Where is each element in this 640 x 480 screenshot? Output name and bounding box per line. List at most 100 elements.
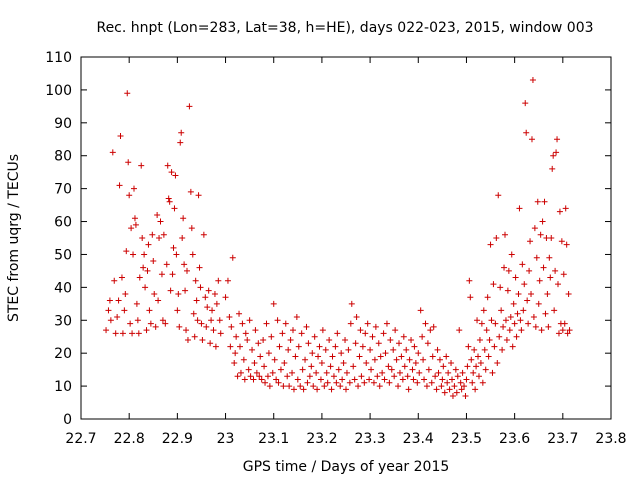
data-point [216, 317, 223, 324]
data-point [489, 369, 496, 376]
data-point [270, 300, 277, 307]
data-point [131, 185, 137, 192]
data-point [196, 264, 203, 271]
data-point [130, 251, 137, 258]
data-point [285, 346, 292, 353]
data-point [315, 353, 322, 360]
data-point [324, 379, 331, 386]
data-point [326, 337, 333, 344]
data-point [327, 363, 334, 370]
data-point [310, 383, 317, 390]
data-point [347, 320, 354, 327]
data-point [329, 353, 336, 360]
data-point [184, 337, 191, 344]
data-point [466, 277, 473, 284]
data-point [359, 343, 366, 350]
data-point [508, 251, 515, 258]
data-point [553, 149, 560, 156]
data-point [551, 307, 558, 314]
data-point [146, 307, 153, 314]
data-point [339, 376, 346, 383]
data-point [411, 343, 418, 350]
data-point [528, 136, 535, 143]
data-point [514, 310, 521, 317]
data-point [297, 383, 304, 390]
data-point [488, 317, 495, 324]
data-point [369, 333, 376, 340]
x-tick-label: 22.7 [65, 431, 96, 447]
data-point [511, 320, 518, 327]
data-point [562, 205, 569, 212]
data-point [477, 360, 484, 367]
data-point [145, 241, 152, 248]
data-point [229, 254, 236, 261]
data-point [480, 307, 487, 314]
data-point [440, 363, 447, 370]
data-point [280, 383, 287, 390]
data-point [234, 373, 241, 380]
data-point [115, 297, 122, 304]
data-point [499, 346, 506, 353]
data-point [453, 389, 460, 396]
data-point [279, 330, 286, 337]
data-point [531, 225, 538, 232]
data-point [239, 320, 246, 327]
data-point [548, 235, 555, 241]
data-point [265, 350, 272, 357]
data-point [260, 337, 267, 344]
y-axis: 0 10 20 30 40 50 60 70 80 90 100 110 [45, 50, 611, 428]
data-point [129, 330, 136, 337]
data-point [495, 192, 502, 199]
data-point [255, 340, 262, 347]
data-point [537, 231, 544, 238]
data-point [441, 389, 448, 396]
x-tick-label: 23.3 [355, 431, 386, 447]
data-point [194, 317, 201, 324]
data-point [183, 327, 190, 334]
data-point [434, 346, 441, 353]
x-tick-label: 23.8 [595, 431, 626, 447]
data-point [527, 238, 534, 245]
data-point [300, 386, 307, 393]
data-point [393, 356, 400, 363]
data-point [468, 356, 475, 363]
data-point [356, 353, 363, 360]
data-point [321, 383, 328, 390]
data-point [566, 327, 573, 334]
data-point [409, 366, 416, 373]
data-point [195, 192, 202, 199]
data-point [494, 360, 501, 367]
data-point [287, 337, 294, 344]
data-point [481, 346, 488, 353]
data-point [529, 77, 536, 84]
data-point [493, 235, 500, 241]
data-point [236, 310, 243, 317]
data-point [535, 300, 542, 307]
data-point [454, 373, 461, 380]
data-point [304, 379, 311, 386]
data-point [295, 343, 302, 350]
data-point [323, 369, 330, 376]
data-point [124, 90, 131, 97]
data-point [525, 320, 532, 327]
data-point [554, 136, 561, 143]
data-point [516, 205, 523, 212]
data-point [399, 376, 406, 383]
data-point [334, 330, 341, 337]
data-point [141, 251, 148, 258]
data-point [282, 320, 289, 327]
data-point [294, 376, 301, 383]
data-point [533, 254, 540, 261]
data-point [340, 360, 347, 367]
data-point [556, 208, 563, 215]
data-point [246, 317, 253, 324]
data-point [233, 333, 240, 340]
data-point [147, 320, 154, 327]
data-point [200, 231, 207, 238]
data-point [232, 350, 239, 357]
data-point [184, 267, 190, 274]
data-point [563, 241, 570, 248]
data-point [257, 353, 264, 360]
data-point [396, 369, 403, 376]
